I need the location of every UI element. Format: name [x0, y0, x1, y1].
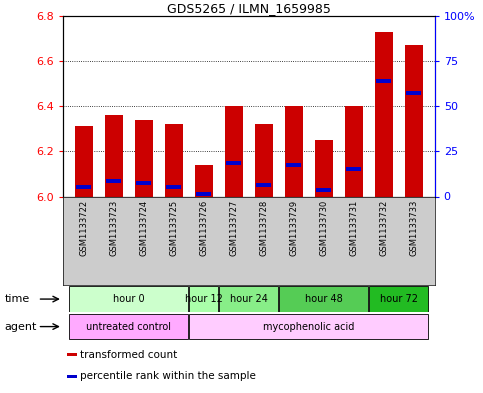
Bar: [285, 106, 303, 196]
Bar: [226, 161, 242, 165]
Bar: [196, 192, 212, 196]
Bar: [345, 106, 363, 196]
Text: hour 48: hour 48: [305, 294, 342, 304]
Text: hour 0: hour 0: [113, 294, 144, 304]
Text: mycophenolic acid: mycophenolic acid: [263, 321, 355, 332]
Text: GSM1133730: GSM1133730: [319, 200, 328, 256]
Text: GSM1133728: GSM1133728: [259, 200, 268, 256]
Text: GSM1133722: GSM1133722: [79, 200, 88, 256]
Bar: [165, 124, 183, 196]
Bar: [369, 286, 428, 312]
Bar: [376, 79, 391, 83]
Bar: [405, 45, 423, 196]
Text: GSM1133727: GSM1133727: [229, 200, 238, 256]
Bar: [316, 188, 331, 192]
Title: GDS5265 / ILMN_1659985: GDS5265 / ILMN_1659985: [167, 2, 331, 15]
Bar: [256, 183, 271, 187]
Bar: [75, 127, 93, 196]
Text: GSM1133725: GSM1133725: [169, 200, 178, 256]
Bar: [279, 286, 368, 312]
Bar: [189, 314, 428, 340]
Bar: [106, 179, 121, 183]
Bar: [219, 286, 278, 312]
Bar: [346, 167, 361, 171]
Bar: [76, 185, 91, 189]
Bar: [286, 163, 301, 167]
Bar: [315, 140, 333, 196]
Text: GSM1133732: GSM1133732: [379, 200, 388, 256]
Text: agent: agent: [5, 321, 37, 332]
Text: untreated control: untreated control: [86, 321, 171, 332]
Text: GSM1133731: GSM1133731: [349, 200, 358, 256]
Text: percentile rank within the sample: percentile rank within the sample: [80, 371, 256, 381]
Bar: [166, 185, 182, 189]
Text: hour 12: hour 12: [185, 294, 223, 304]
Bar: [67, 375, 76, 378]
Bar: [67, 353, 76, 356]
Text: hour 24: hour 24: [230, 294, 268, 304]
Bar: [70, 286, 188, 312]
Text: GSM1133733: GSM1133733: [409, 200, 418, 256]
Text: time: time: [5, 294, 30, 304]
Text: GSM1133726: GSM1133726: [199, 200, 208, 256]
Bar: [195, 165, 213, 196]
Bar: [255, 124, 273, 196]
Text: GSM1133724: GSM1133724: [139, 200, 148, 256]
Bar: [406, 90, 421, 95]
Bar: [189, 286, 218, 312]
Bar: [135, 120, 153, 196]
Bar: [70, 314, 188, 340]
Text: GSM1133723: GSM1133723: [109, 200, 118, 256]
Text: transformed count: transformed count: [80, 350, 177, 360]
Bar: [136, 181, 151, 185]
Text: hour 72: hour 72: [380, 294, 418, 304]
Bar: [105, 115, 123, 196]
Bar: [225, 106, 243, 196]
Bar: [375, 31, 393, 196]
Text: GSM1133729: GSM1133729: [289, 200, 298, 256]
